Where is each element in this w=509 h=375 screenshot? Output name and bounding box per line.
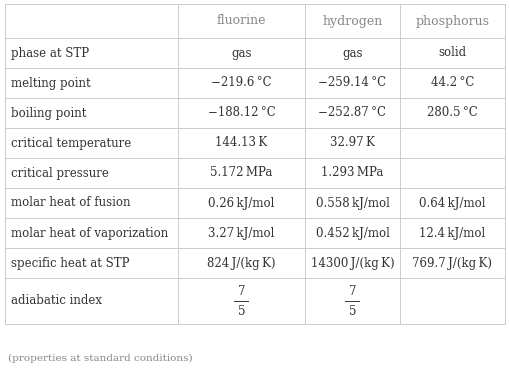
- Text: 14300 J/(kg K): 14300 J/(kg K): [310, 256, 393, 270]
- Text: 32.97 K: 32.97 K: [329, 136, 374, 150]
- Text: 5.172 MPa: 5.172 MPa: [210, 166, 272, 180]
- Text: molar heat of fusion: molar heat of fusion: [11, 196, 130, 210]
- Text: phosphorus: phosphorus: [415, 15, 489, 27]
- Text: 44.2 °C: 44.2 °C: [430, 76, 473, 90]
- Text: 144.13 K: 144.13 K: [215, 136, 267, 150]
- Text: adiabatic index: adiabatic index: [11, 294, 102, 307]
- Text: −219.6 °C: −219.6 °C: [211, 76, 271, 90]
- Text: critical pressure: critical pressure: [11, 166, 108, 180]
- Text: specific heat at STP: specific heat at STP: [11, 256, 129, 270]
- Text: molar heat of vaporization: molar heat of vaporization: [11, 226, 168, 240]
- Text: 5: 5: [348, 304, 356, 318]
- Text: hydrogen: hydrogen: [322, 15, 382, 27]
- Text: 0.64 kJ/mol: 0.64 kJ/mol: [418, 196, 485, 210]
- Text: boiling point: boiling point: [11, 106, 86, 120]
- Text: 769.7 J/(kg K): 769.7 J/(kg K): [412, 256, 492, 270]
- Text: solid: solid: [438, 46, 466, 60]
- Text: 0.26 kJ/mol: 0.26 kJ/mol: [208, 196, 274, 210]
- Text: melting point: melting point: [11, 76, 91, 90]
- Text: 12.4 kJ/mol: 12.4 kJ/mol: [418, 226, 485, 240]
- Text: phase at STP: phase at STP: [11, 46, 89, 60]
- Text: gas: gas: [231, 46, 251, 60]
- Text: 280.5 °C: 280.5 °C: [427, 106, 477, 120]
- Text: 824 J/(kg K): 824 J/(kg K): [207, 256, 275, 270]
- Text: 7: 7: [348, 285, 356, 298]
- Text: 7: 7: [237, 285, 245, 298]
- Text: 1.293 MPa: 1.293 MPa: [321, 166, 383, 180]
- Text: critical temperature: critical temperature: [11, 136, 131, 150]
- Text: −188.12 °C: −188.12 °C: [207, 106, 275, 120]
- Text: gas: gas: [342, 46, 362, 60]
- Text: 0.452 kJ/mol: 0.452 kJ/mol: [315, 226, 389, 240]
- Text: −259.14 °C: −259.14 °C: [318, 76, 386, 90]
- Text: 0.558 kJ/mol: 0.558 kJ/mol: [315, 196, 389, 210]
- Text: fluorine: fluorine: [216, 15, 266, 27]
- Text: 5: 5: [237, 304, 245, 318]
- Text: (properties at standard conditions): (properties at standard conditions): [8, 353, 192, 363]
- Text: −252.87 °C: −252.87 °C: [318, 106, 386, 120]
- Text: 3.27 kJ/mol: 3.27 kJ/mol: [208, 226, 274, 240]
